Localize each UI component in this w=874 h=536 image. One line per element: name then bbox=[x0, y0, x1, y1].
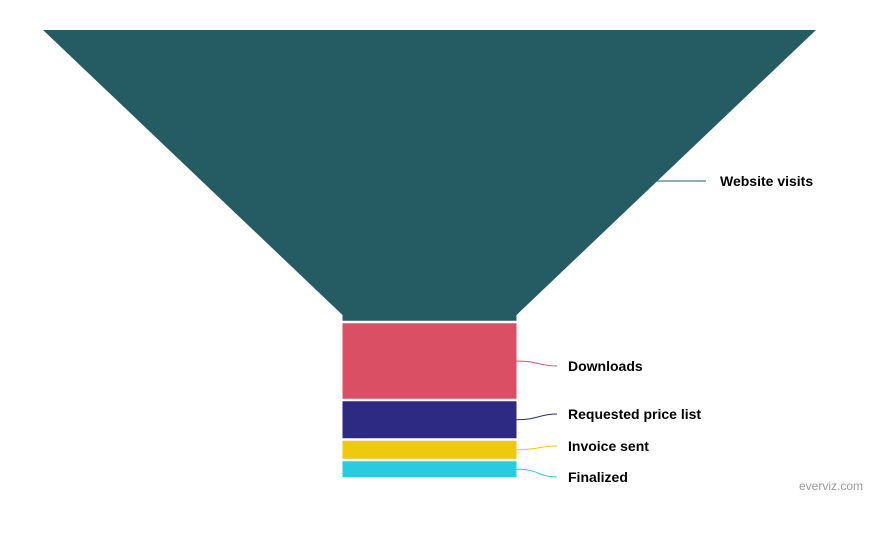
data-label-connector bbox=[516, 445, 558, 451]
data-label-connector bbox=[516, 413, 558, 421]
data-label-website-visits: Website visits bbox=[720, 173, 814, 189]
funnel-segment-requested-price-list[interactable] bbox=[342, 401, 517, 439]
funnel-segment-downloads[interactable] bbox=[342, 323, 517, 399]
everviz-credits-link[interactable]: everviz.com bbox=[798, 479, 863, 493]
data-label-connector bbox=[516, 468, 558, 478]
funnel-segment-website-visits[interactable] bbox=[43, 30, 816, 321]
data-label-connector bbox=[516, 360, 558, 367]
funnel-segment-finalized[interactable] bbox=[342, 461, 517, 477]
data-label-finalized: Finalized bbox=[568, 469, 628, 485]
data-label-invoice-sent: Invoice sent bbox=[568, 438, 649, 454]
data-label-downloads: Downloads bbox=[568, 358, 643, 374]
data-label-requested-price-list: Requested price list bbox=[568, 406, 702, 422]
funnel-segment-invoice-sent[interactable] bbox=[342, 440, 517, 459]
